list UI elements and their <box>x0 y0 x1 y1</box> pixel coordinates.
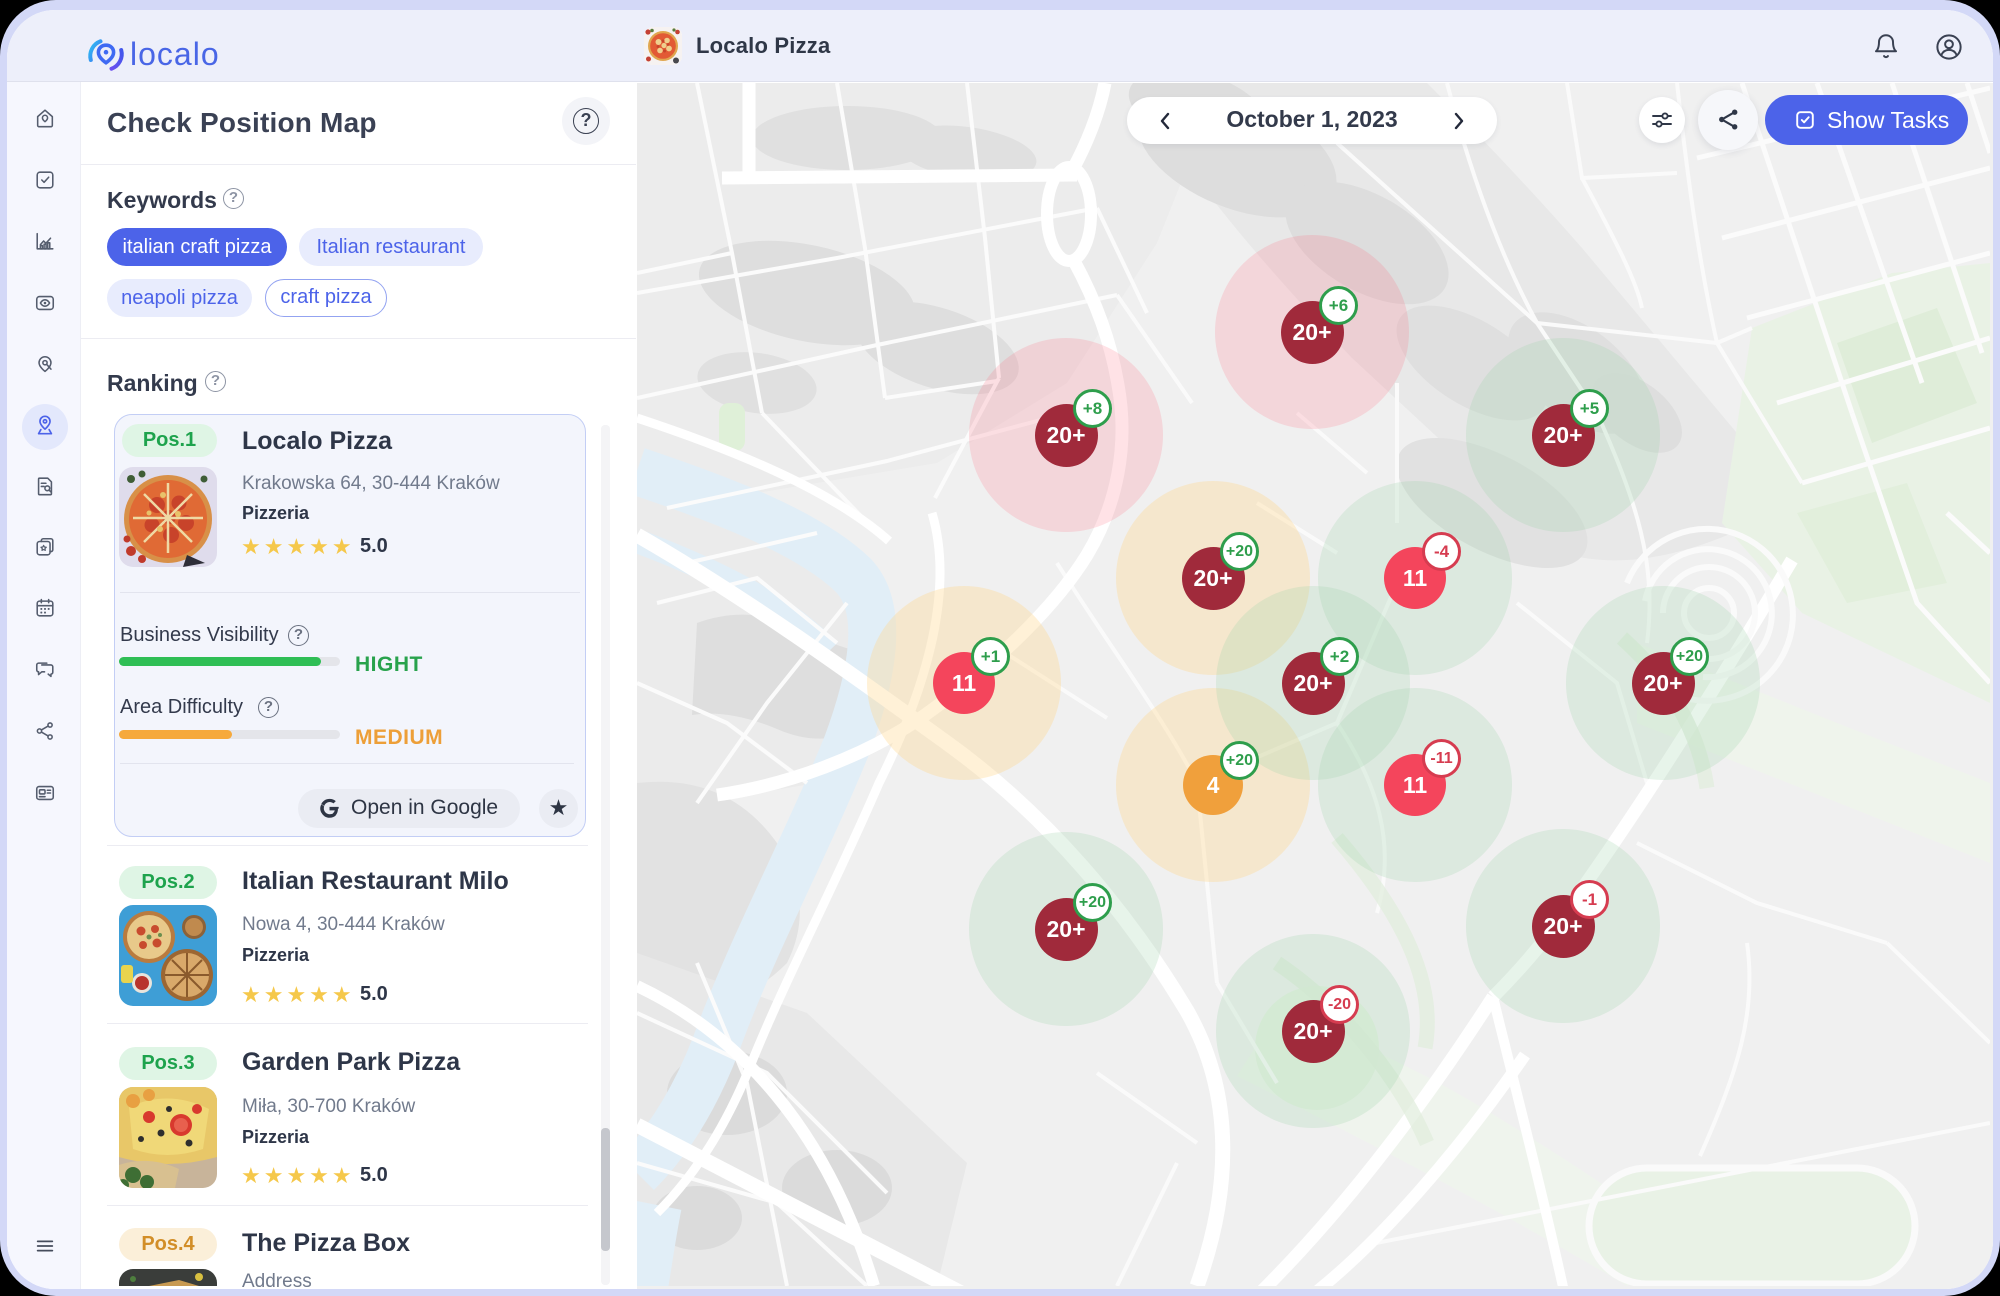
svg-text:localo: localo <box>130 36 220 72</box>
